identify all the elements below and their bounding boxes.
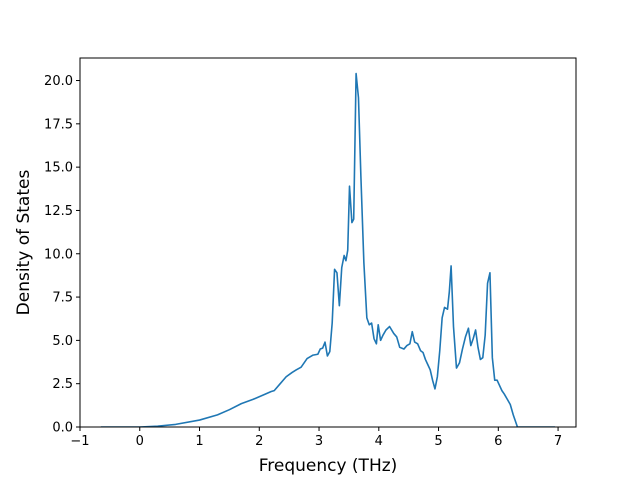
y-tick-label: 5.0 <box>52 334 73 349</box>
y-axis-ticks: 0.0 2.5 5.0 7.5 10.0 12.5 15.0 17.5 20.0 <box>44 74 80 436</box>
x-tick-label: 0 <box>136 434 144 449</box>
plot-area <box>80 58 576 427</box>
series-layer <box>100 72 556 427</box>
y-tick-label: 20.0 <box>44 74 73 89</box>
plot-frame <box>79 57 577 428</box>
x-tick-label: 3 <box>315 434 323 449</box>
y-axis-label: Density of States <box>14 170 34 316</box>
x-tick-label: 4 <box>375 434 383 449</box>
x-axis-label: Frequency (THz) <box>259 456 398 476</box>
y-tick-label: 0.0 <box>52 421 73 436</box>
y-tick-label: 7.5 <box>52 291 73 306</box>
x-tick-label: 1 <box>195 434 203 449</box>
y-tick-label: 10.0 <box>44 247 73 262</box>
x-tick-label: 7 <box>554 434 562 449</box>
x-tick-label: 5 <box>434 434 442 449</box>
y-tick-label: 17.5 <box>44 117 73 132</box>
y-tick-label: 15.0 <box>44 161 73 176</box>
x-tick-label: 6 <box>494 434 502 449</box>
x-axis-ticks: −1 0 1 2 3 4 5 6 7 <box>70 427 562 449</box>
y-tick-label: 12.5 <box>44 204 73 219</box>
x-tick-label: 2 <box>255 434 263 449</box>
dos-series-line <box>100 72 556 427</box>
y-tick-label: 2.5 <box>52 377 73 392</box>
x-tick-label: −1 <box>70 434 89 449</box>
